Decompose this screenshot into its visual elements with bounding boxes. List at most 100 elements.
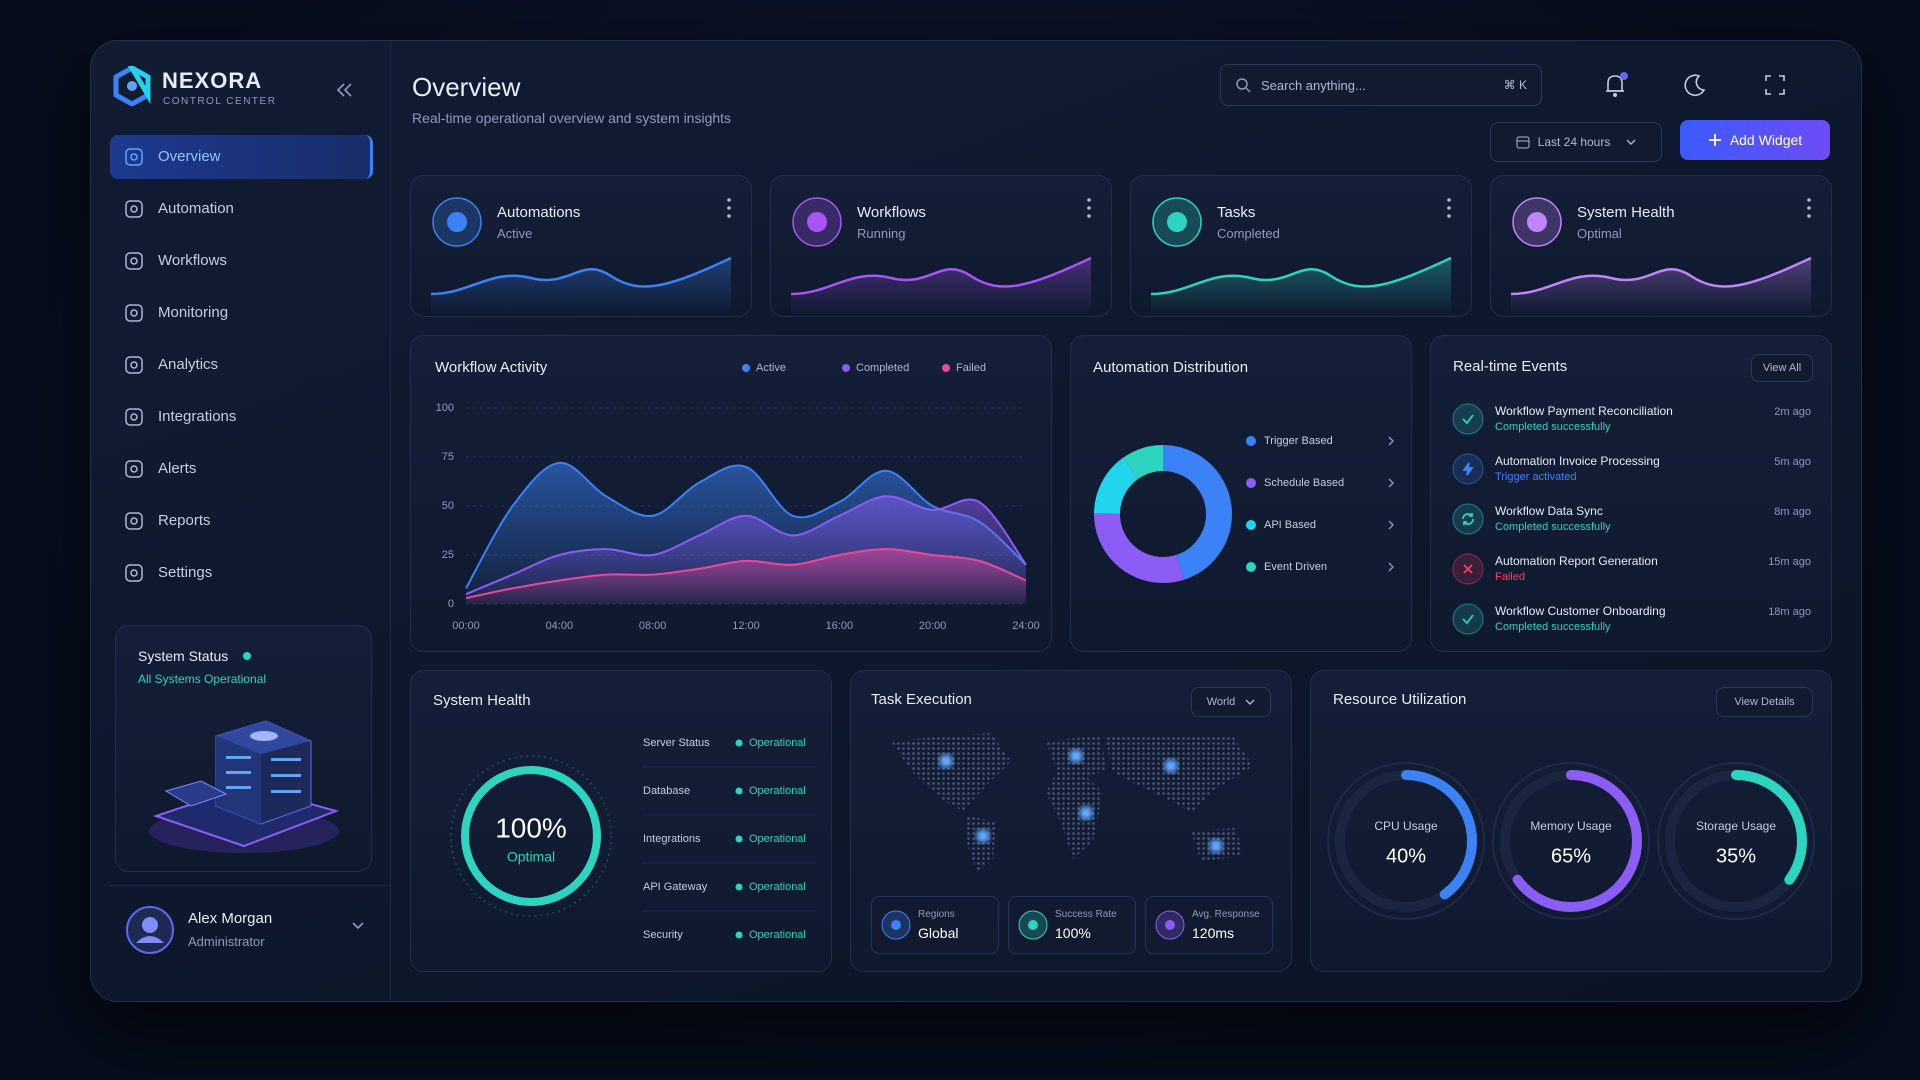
legend-swatch (1246, 520, 1256, 530)
icon-shape (130, 153, 138, 161)
legend-label: Schedule Based (1264, 477, 1344, 489)
health-row-label: API Gateway (643, 881, 708, 893)
notifications[interactable] (1600, 70, 1630, 100)
nav-item[interactable]: Workflows (110, 239, 370, 283)
gauge-outer (1492, 762, 1650, 920)
y-tick-label: 25 (442, 549, 454, 561)
search-shortcut: ⌘ K (1503, 78, 1527, 92)
event-icon (1452, 553, 1484, 585)
icon-shape (125, 564, 143, 582)
icon-bg (1452, 603, 1484, 635)
icon-shape (130, 257, 138, 265)
nav: Overview Automation Workflows Monitoring Ana… (110, 135, 373, 605)
status-dot (735, 931, 743, 939)
event-row[interactable]: Workflow Customer Onboarding Completed su… (1431, 594, 1831, 644)
nav-item[interactable]: Monitoring (110, 291, 370, 335)
legend-chevron[interactable] (1388, 520, 1394, 530)
collapse-button[interactable] (335, 80, 355, 100)
stat-icon (1018, 910, 1048, 940)
nav-item[interactable]: Automation (110, 187, 370, 231)
health-row-label: Server Status (643, 737, 710, 749)
chevron (1626, 139, 1636, 145)
event-status: Failed (1495, 571, 1525, 583)
stat-icon-core (807, 212, 827, 232)
system-health-card: System Health 100% Optimal Server Status Op… (410, 670, 832, 972)
health-status: Optimal (507, 849, 555, 865)
events-card: Real-time Events View All Workflow Payme… (1430, 335, 1832, 652)
sparkline (1510, 256, 1812, 296)
event-status: Trigger activated (1495, 471, 1577, 483)
kebab-dot (1087, 206, 1091, 210)
world-map (891, 733, 1253, 873)
filter-label: World (1206, 696, 1236, 708)
nav-item[interactable]: Overview (110, 135, 373, 179)
region-filter[interactable]: World (1191, 687, 1271, 717)
nav-item[interactable]: Alerts (110, 447, 370, 491)
donut-segment (1094, 445, 1232, 583)
stat-icon-core (1527, 212, 1547, 232)
status-card: System Status All Systems Operational (115, 625, 372, 872)
range-select[interactable]: Last 24 hours (1490, 122, 1662, 162)
user-name: Alex Morgan (188, 910, 273, 927)
gauge-label: Storage Usage (1696, 819, 1776, 833)
legend-chevron[interactable] (1388, 562, 1394, 572)
health-row-status: Operational (749, 833, 806, 845)
stat-graphic (1150, 197, 1452, 316)
avatar[interactable] (125, 905, 175, 955)
search-box[interactable]: Search anything... ⌘ K (1220, 64, 1542, 106)
sparkline (1150, 256, 1452, 296)
event-row[interactable]: Workflow Data Sync Completed successfully… (1431, 494, 1831, 544)
gauge-label: Memory Usage (1530, 819, 1612, 833)
nav-item[interactable]: Analytics (110, 343, 370, 387)
nav-item[interactable]: Settings (110, 551, 370, 595)
user-divider (110, 885, 390, 886)
event-status: Completed successfully (1495, 421, 1611, 433)
kebab-dot (1087, 214, 1091, 218)
workflow-activity-chart: Workflow Activity 0 25 50 75 100 00:00 04:00 08… (435, 359, 1040, 632)
ring-outer (450, 755, 612, 917)
kebab-dot (1087, 198, 1091, 202)
stat-title: Automations (497, 204, 581, 221)
distribution-card: Automation Distribution Trigger Based Sch… (1070, 335, 1412, 652)
theme-toggle[interactable] (1680, 70, 1710, 100)
legend-swatch (742, 364, 750, 372)
user-menu[interactable] (350, 918, 366, 934)
gauge-arc (1500, 770, 1642, 912)
nav-label: Monitoring (158, 304, 229, 321)
user-role: Administrator (188, 934, 265, 949)
event-status: Completed successfully (1495, 621, 1611, 633)
gauge-arc (1335, 770, 1477, 912)
chart-title: Workflow Activity (435, 359, 548, 376)
stat-card: Automations Active (410, 175, 752, 317)
icon-core (891, 920, 901, 930)
health-row-status: Operational (749, 785, 806, 797)
workflow-activity-card: Workflow Activity 0 25 50 75 100 00:00 04:00 08… (410, 335, 1052, 652)
legend-chevron[interactable] (1388, 436, 1394, 446)
stat-label: Regions (918, 909, 955, 920)
view-all-button[interactable]: View All (1751, 354, 1813, 382)
icon-glyph (1462, 513, 1474, 525)
tagline: CONTROL CENTER (163, 96, 277, 107)
nav-item[interactable]: Reports (110, 499, 370, 543)
event-row[interactable]: Automation Invoice Processing Trigger act… (1431, 444, 1831, 494)
stat-graphic (430, 197, 732, 316)
icon-shape (125, 148, 143, 166)
health-row-status: Operational (749, 929, 806, 941)
legend-chevron[interactable] (1388, 478, 1394, 488)
event-status: Completed successfully (1495, 521, 1611, 533)
sparkline (790, 256, 1092, 296)
nav-item[interactable]: Integrations (110, 395, 370, 439)
y-tick-label: 0 (448, 598, 454, 610)
x-tick-label: 08:00 (639, 620, 667, 632)
nav-icon (125, 200, 143, 218)
range-label: Last 24 hours (1537, 135, 1611, 149)
stat-label: Success Rate (1055, 909, 1117, 920)
event-time: 5m ago (1774, 456, 1811, 468)
event-row[interactable]: Automation Report Generation Failed 15m ag… (1431, 544, 1831, 594)
add-widget-button[interactable]: Add Widget (1680, 120, 1830, 160)
view-details-button[interactable]: View Details (1716, 687, 1813, 717)
event-row[interactable]: Workflow Payment Reconciliation Completed… (1431, 394, 1831, 444)
legend-label: Trigger Based (1264, 435, 1333, 447)
fullscreen[interactable] (1760, 70, 1790, 100)
